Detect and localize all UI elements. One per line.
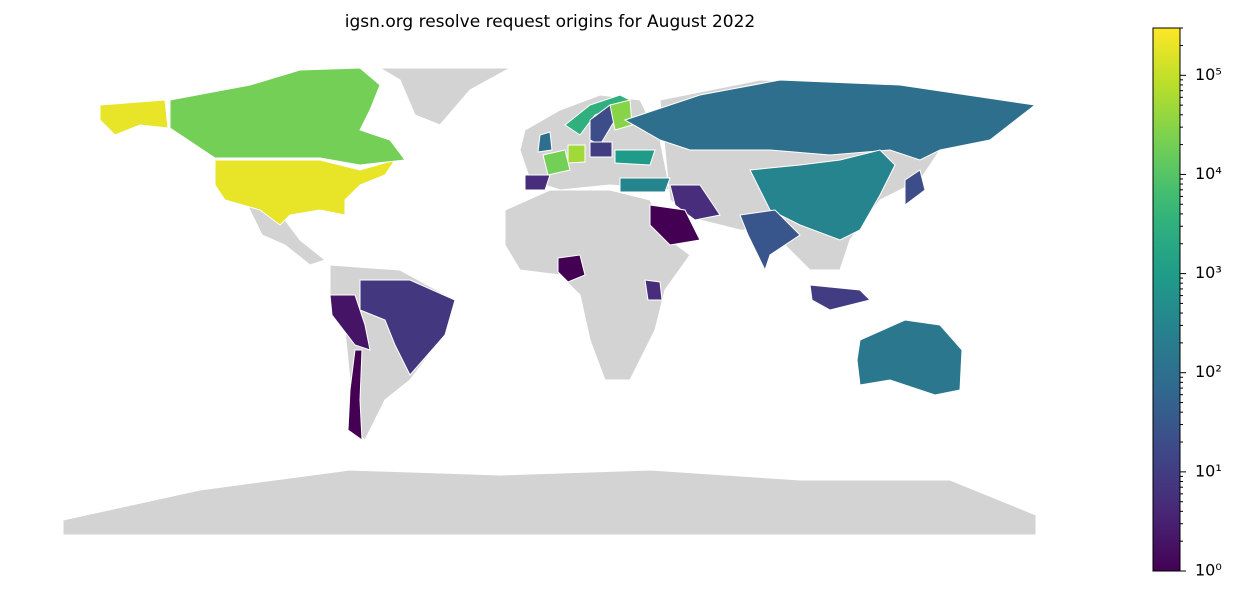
- tick-label: 10¹: [1195, 461, 1222, 480]
- country: [567, 144, 586, 164]
- chart-title: igsn.org resolve request origins for Aug…: [345, 12, 755, 32]
- country: [524, 174, 551, 191]
- country: [589, 141, 613, 158]
- country: [329, 294, 371, 351]
- country: [589, 104, 616, 146]
- colorbar-fill: [1152, 27, 1181, 572]
- country: [644, 279, 663, 301]
- land: [378, 67, 511, 126]
- country: [739, 209, 801, 272]
- country: [557, 254, 586, 283]
- country: [214, 159, 397, 226]
- country: [347, 349, 363, 442]
- tick-label: 10⁵: [1195, 65, 1222, 84]
- land: [62, 469, 1037, 536]
- country: [649, 204, 701, 246]
- country: [169, 67, 406, 166]
- tick-label: 10³: [1195, 263, 1222, 282]
- country: [542, 149, 571, 176]
- country: [609, 99, 633, 131]
- country: [669, 184, 721, 221]
- tick-label: 10⁰: [1195, 561, 1222, 580]
- country: [614, 149, 656, 166]
- country: [749, 149, 896, 241]
- land: [504, 189, 691, 381]
- country: [904, 169, 926, 206]
- country: [809, 284, 871, 311]
- country: [623, 79, 1037, 161]
- country: [856, 319, 963, 396]
- country: [619, 177, 671, 193]
- tick-label: 10⁴: [1195, 164, 1222, 183]
- colorbar: 10⁰ 10¹ 10² 10³ 10⁴ 10⁵: [1152, 27, 1222, 580]
- country: [359, 279, 456, 376]
- country: [537, 131, 553, 153]
- land: [243, 198, 327, 266]
- tick-label: 10²: [1195, 362, 1222, 381]
- country: [99, 99, 169, 136]
- countries: [99, 67, 1037, 442]
